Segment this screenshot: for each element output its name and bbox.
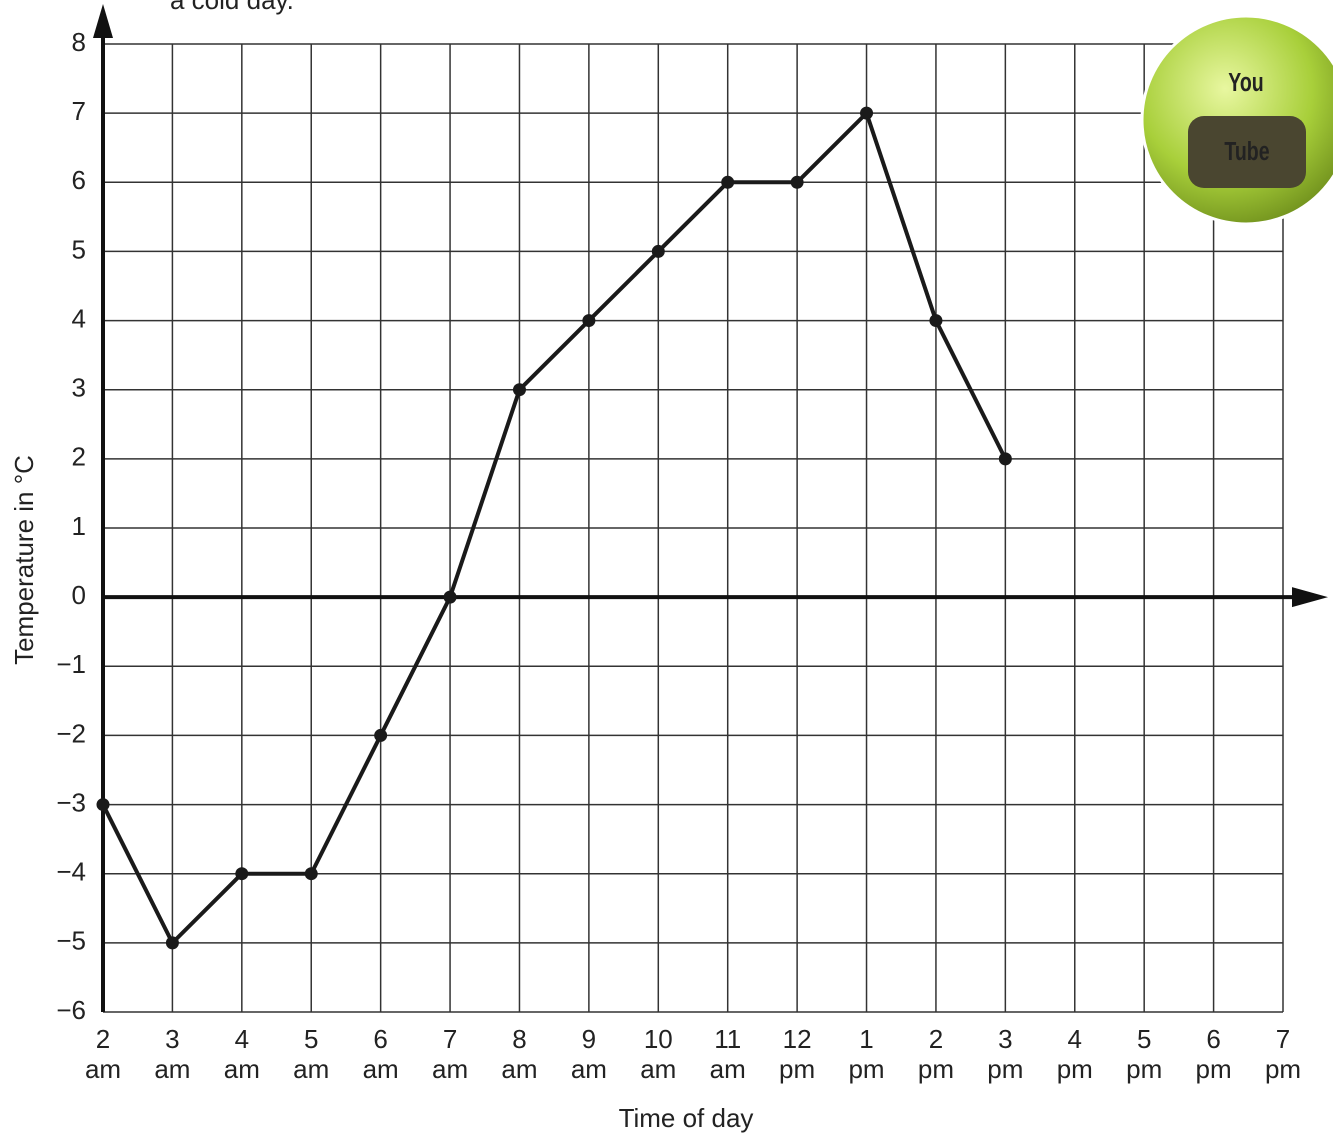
y-axis-label: Temperature in °C [9, 455, 39, 665]
y-tick-label: −2 [56, 718, 86, 748]
logo-text: Tube [1224, 136, 1269, 165]
x-tick-label: 6 pm [1195, 1024, 1232, 1084]
data-point [651, 244, 665, 258]
data-point [165, 936, 179, 950]
y-tick-label: 2 [72, 442, 86, 472]
y-tick-label: −5 [56, 926, 86, 956]
data-point [790, 175, 804, 189]
y-tick-label: 7 [72, 96, 86, 126]
data-point [235, 867, 249, 881]
data-point [998, 452, 1012, 466]
x-tick-label: 10 am [640, 1024, 677, 1084]
x-tick-label: 3 pm [987, 1024, 1024, 1084]
x-tick-label: 1 pm [848, 1024, 885, 1084]
y-axis-arrow [93, 4, 113, 38]
x-tick-label: 5 am [293, 1024, 330, 1084]
y-tick-label: −4 [56, 857, 86, 887]
y-tick-label: 6 [72, 165, 86, 195]
x-tick-label: 11 am [709, 1024, 746, 1084]
data-point [304, 867, 318, 881]
y-tick-label: 4 [72, 303, 86, 333]
data-point [512, 383, 526, 397]
x-axis-label: Time of day [619, 1103, 754, 1133]
y-tick-label: −3 [56, 787, 86, 817]
y-tick-label: 1 [72, 511, 86, 541]
x-tick-label: 4 pm [1056, 1024, 1093, 1084]
y-tick-label: 0 [72, 580, 86, 610]
data-point [443, 590, 457, 604]
data-point [374, 728, 388, 742]
data-point [721, 175, 735, 189]
data-line [101, 111, 1008, 945]
x-tick-label: 7 am [431, 1024, 469, 1084]
data-point [929, 314, 943, 328]
x-tick-label: 6 am [362, 1024, 399, 1084]
x-tick-label: 12 pm [779, 1024, 816, 1084]
x-tick-label: 8 am [501, 1024, 538, 1084]
data-point [96, 798, 110, 812]
x-axis-arrow [1292, 587, 1328, 608]
x-tick-label: 3 am [154, 1024, 191, 1084]
x-tick-label: 4 am [223, 1024, 260, 1084]
chart-title: a cold day. [170, 0, 294, 15]
y-tick-label: 5 [72, 234, 86, 264]
data-point [860, 106, 874, 120]
x-tick-label: 2 am [84, 1024, 122, 1084]
y-tick-label: 3 [72, 373, 86, 403]
y-tick-label: 8 [72, 27, 86, 57]
x-tick-label: 2 pm [917, 1024, 954, 1084]
x-tick-label: 5 pm [1126, 1024, 1163, 1084]
x-tick-label: 9 am [570, 1024, 607, 1084]
y-tick-label: −1 [56, 649, 86, 679]
data-point [582, 314, 596, 328]
y-tick-label: −6 [56, 995, 86, 1025]
logo-box [1188, 116, 1306, 188]
x-tick-label: 7 pm [1264, 1024, 1302, 1084]
logo-text: You [1228, 67, 1263, 96]
